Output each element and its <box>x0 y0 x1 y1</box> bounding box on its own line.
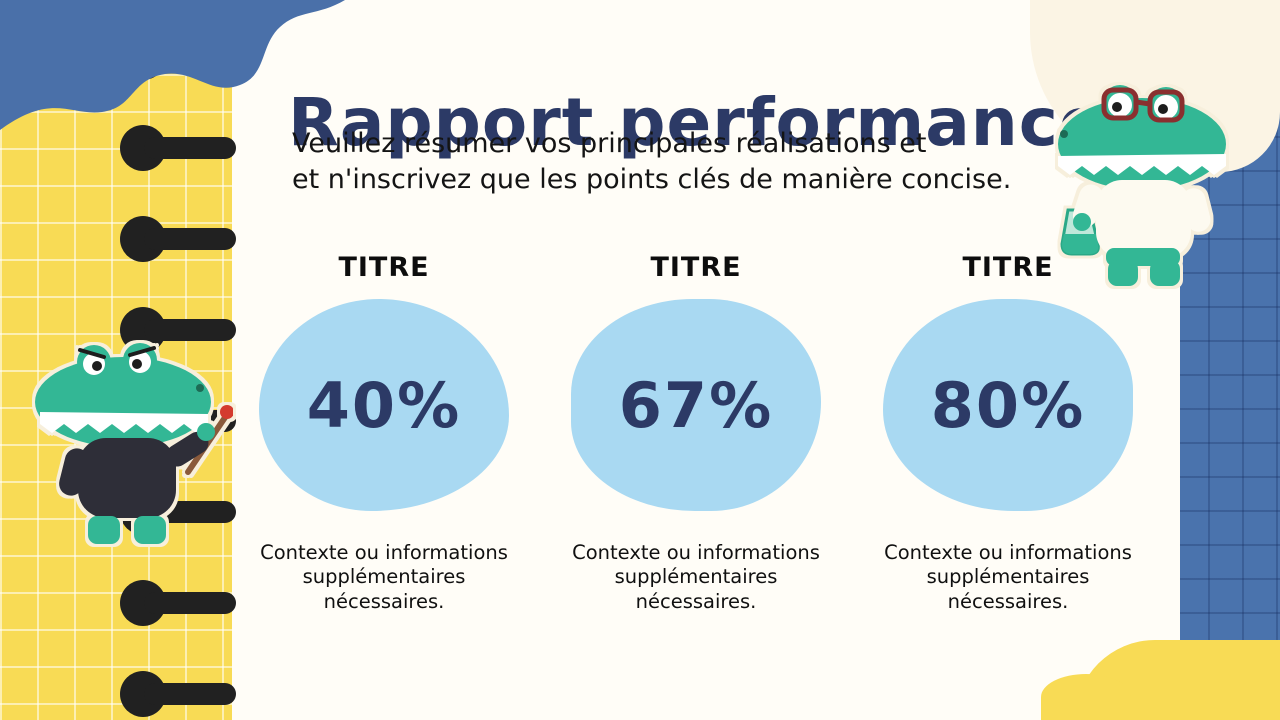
stat-description: Contexte ou informations supplémentaires… <box>884 541 1132 613</box>
stat-blob: 67% <box>571 299 821 511</box>
stats-row: TITRE 40% Contexte ou informations suppl… <box>250 252 1142 614</box>
page-title: Rapport performance <box>288 84 1105 162</box>
crocodile-scientist-illustration <box>1058 85 1226 286</box>
stat-blob: 40% <box>259 299 509 511</box>
binding-bar <box>144 683 236 705</box>
spiral-binding-hole <box>120 307 236 353</box>
stat-card-1: TITRE 40% Contexte ou informations suppl… <box>250 252 518 614</box>
stat-value: 80% <box>930 368 1086 442</box>
stat-description: Contexte ou informations supplémentaires… <box>572 541 820 613</box>
stat-card-2: TITRE 67% Contexte ou informations suppl… <box>562 252 830 614</box>
binding-bar <box>144 592 236 614</box>
stat-blob: 80% <box>883 299 1133 511</box>
stat-value: 40% <box>306 368 462 442</box>
yellow-bottom-right-blob <box>1041 640 1280 720</box>
subtitle-line-2: et n'inscrivez que les points clés de ma… <box>292 163 1012 195</box>
stat-card-3: TITRE 80% Contexte ou informations suppl… <box>874 252 1142 614</box>
spiral-binding-hole <box>120 125 236 171</box>
spiral-binding-hole <box>120 671 236 717</box>
subtitle-line-1: Veuillez résumer vos principales réalisa… <box>292 128 927 159</box>
binding-bar <box>144 228 236 250</box>
spiral-binding-hole <box>120 216 236 262</box>
page-subtitle: Veuillez résumer vos principales réalisa… <box>292 126 1011 197</box>
stat-title: TITRE <box>650 252 742 283</box>
blue-corner-blob <box>0 0 345 130</box>
spiral-binding-hole <box>120 580 236 626</box>
binding-bar <box>144 137 236 159</box>
crocodile-teacher-illustration <box>35 343 233 544</box>
binding-bar <box>144 319 236 341</box>
stat-title: TITRE <box>338 252 430 283</box>
stat-title: TITRE <box>962 252 1054 283</box>
stat-description: Contexte ou informations supplémentaires… <box>260 541 508 613</box>
stat-value: 67% <box>618 368 774 442</box>
